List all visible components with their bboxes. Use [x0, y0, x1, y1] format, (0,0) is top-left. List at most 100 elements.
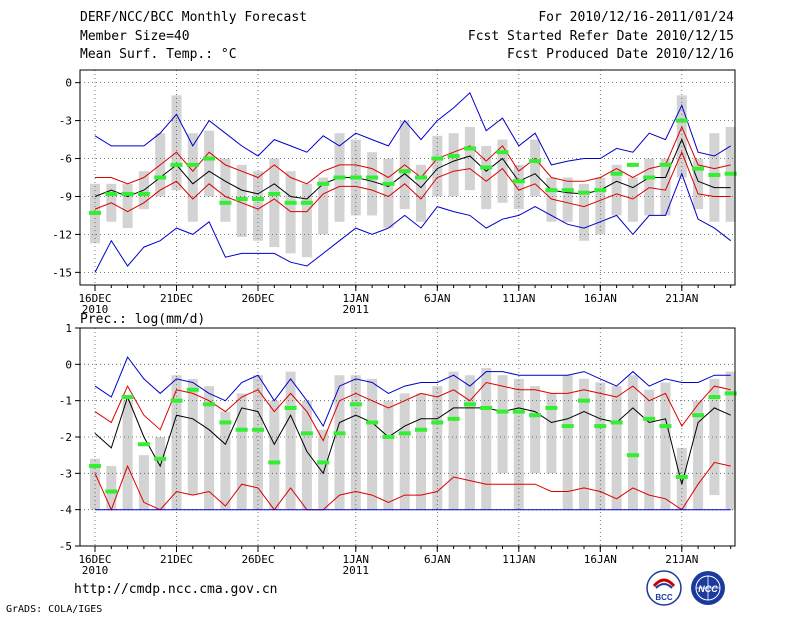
prec-spread-box: [709, 378, 720, 496]
prec-xtick-label: 26DEC: [241, 553, 274, 566]
prec-panel-title: Prec.: log(mm/d): [80, 312, 205, 327]
temp-spread-box: [481, 145, 492, 210]
prec-spread-box: [464, 375, 475, 510]
prec-spread-box: [383, 400, 394, 510]
temp-spread-box: [187, 133, 198, 222]
prec-line-lower_quartile: [94, 461, 731, 512]
temp-spread-box: [269, 158, 280, 248]
temp-spread-box: [627, 177, 638, 222]
prec-spread-box: [399, 393, 410, 510]
temp-spread-box: [611, 164, 622, 216]
temp-spread-box: [579, 183, 589, 241]
temp-spread-box: [693, 158, 704, 210]
temp-ytick-label: -15: [52, 266, 72, 279]
ncc-logo-text: NCC: [698, 584, 718, 594]
temp-xtick-label: 21DEC: [160, 292, 193, 305]
temp-line-upper_quartile: [95, 125, 731, 185]
temp-xtick-label: 1JAN: [343, 292, 370, 305]
prec-spread-box: [171, 375, 182, 510]
prec-xtick-label: 6JAN: [424, 553, 451, 566]
prec-xtick-label: 21JAN: [665, 553, 698, 566]
temp-xtick-label: 16DEC: [78, 292, 111, 305]
fcst-started-date: Fcst Started Refer Date 2010/12/15: [467, 29, 734, 44]
prec-spread-box: [579, 378, 589, 510]
prec-spread-box: [350, 375, 361, 510]
temp-spread-box: [301, 183, 312, 258]
prec-spread-box: [334, 375, 345, 510]
temp-spread-box: [595, 177, 606, 235]
temp-spread-box: [253, 171, 263, 241]
prec-spread-box: [122, 400, 133, 510]
variable-label: Mean Surf. Temp.: °C: [80, 47, 237, 62]
temp-spread-box: [318, 177, 329, 235]
temp-spread-box: [644, 158, 655, 216]
prec-spread-box: [448, 371, 459, 510]
temp-ytick-label: -12: [52, 228, 72, 241]
temp-spread-box: [464, 126, 475, 191]
prec-ytick-label: -2: [59, 431, 72, 444]
prec-ytick-label: 1: [65, 322, 72, 335]
temp-spread-box: [416, 164, 426, 222]
temp-frame: [79, 69, 736, 286]
temp-spread-box: [709, 133, 720, 222]
forecast-period: For 2010/12/16-2011/01/24: [538, 10, 734, 25]
temp-spread-box: [367, 152, 378, 216]
prec-spread-box: [301, 400, 312, 510]
temp-ytick-label: -6: [59, 153, 72, 166]
fcst-produced-date: Fcst Produced Date 2010/12/16: [507, 47, 734, 62]
prec-xtick-label: 21DEC: [160, 553, 193, 566]
temp-xtick-label: 11JAN: [502, 292, 535, 305]
temp-line-min: [94, 172, 732, 273]
prec-spread-box: [236, 393, 247, 510]
temp-spread-box: [285, 171, 296, 254]
temp-xtick-label: 21JAN: [665, 292, 698, 305]
prec-spread-box: [725, 371, 736, 510]
prec-ytick-label: -5: [59, 540, 72, 553]
prec-spread-box: [318, 429, 329, 510]
member-size: Member Size=40: [80, 29, 190, 44]
prec-ytick-label: -4: [59, 504, 73, 517]
prec-spread-box: [285, 371, 296, 510]
temp-line-median: [94, 138, 731, 200]
prec-xtick-label: 16DEC: [78, 553, 111, 566]
bcc-logo-text: BCC: [655, 593, 673, 602]
prec-spread-box: [693, 400, 704, 510]
temp-spread-box: [122, 183, 133, 229]
prec-spread-box: [627, 375, 638, 510]
temp-xtick-label: 16JAN: [584, 292, 617, 305]
prec-spread-box: [253, 375, 263, 510]
temp-spread-box: [220, 158, 231, 222]
prec-spread-box: [530, 386, 541, 474]
prec-xtick-year: 2011: [343, 564, 370, 577]
prec-spread-box: [497, 375, 508, 474]
grads-credit: GrADS: COLA/IGES: [6, 604, 103, 615]
prec-spread-box: [138, 455, 149, 510]
temp-spread-box: [448, 133, 459, 197]
prec-line-median: [94, 395, 731, 485]
prec-xtick-label: 11JAN: [502, 553, 535, 566]
temp-ytick-label: -9: [59, 190, 72, 203]
temp-spread-box: [383, 158, 394, 229]
prec-line-max: [94, 356, 731, 428]
prec-spread-box: [432, 386, 443, 510]
prec-spread-box: [562, 375, 573, 510]
temp-ytick-label: -3: [59, 115, 72, 128]
prec-spread-box: [481, 367, 492, 510]
prec-xtick-year: 2010: [82, 564, 109, 577]
prec-ytick-label: -3: [59, 467, 72, 480]
prec-spread-box: [611, 386, 622, 510]
prec-spread-box: [269, 400, 280, 510]
prec-spread-box: [220, 411, 231, 510]
temp-spread-box: [204, 130, 215, 197]
prec-spread-box: [106, 466, 117, 510]
source-url[interactable]: http://cmdp.ncc.cma.gov.cn: [74, 582, 278, 597]
prec-ytick-label: 0: [65, 358, 72, 371]
temp-xtick-year: 2010: [82, 303, 109, 316]
prec-spread-box: [416, 393, 426, 510]
temp-spread-box: [546, 177, 557, 222]
prec-spread-box: [644, 389, 655, 510]
prec-ytick-label: -1: [59, 395, 72, 408]
prec-spread-box: [660, 382, 671, 510]
